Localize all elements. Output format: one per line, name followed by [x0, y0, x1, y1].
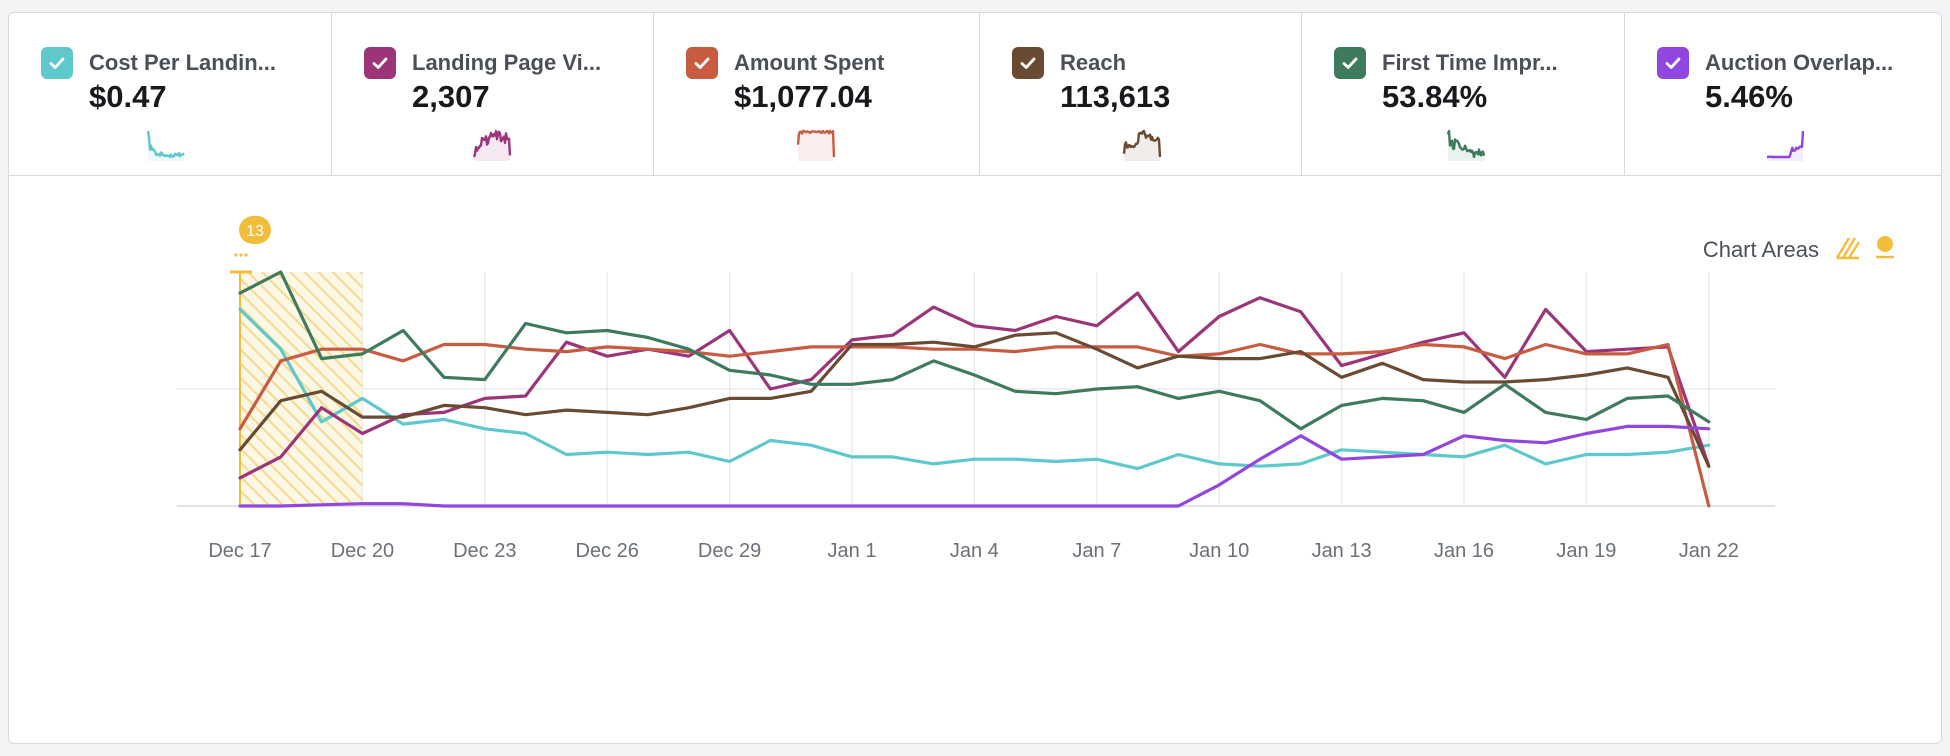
metric-checkbox[interactable]	[364, 47, 396, 79]
x-tick-label: Jan 19	[1556, 540, 1616, 562]
metric-checkbox[interactable]	[41, 47, 73, 79]
metric-card-reach[interactable]: Reach 113,613	[980, 13, 1302, 175]
metric-card-amount-spent[interactable]: Amount Spent $1,077.04	[654, 13, 980, 175]
series-line[interactable]	[238, 424, 1711, 508]
highlight-badge[interactable]: 13	[239, 216, 271, 244]
metric-checkbox[interactable]	[686, 47, 718, 79]
metric-checkbox[interactable]	[1334, 47, 1366, 79]
x-tick-label: Dec 29	[698, 540, 761, 562]
sparkline-auction-overlap	[1766, 130, 1805, 161]
metric-value: 2,307	[412, 79, 490, 114]
metric-value: $1,077.04	[734, 79, 872, 114]
metric-value: 53.84%	[1382, 79, 1488, 114]
series-landing-page-vi[interactable]	[238, 291, 1711, 480]
x-tick-label: Jan 13	[1312, 540, 1372, 562]
sparkline-landing-page-vi	[472, 129, 512, 161]
series-line[interactable]	[238, 291, 1711, 480]
series-amount-spent[interactable]	[238, 342, 1711, 508]
metric-label: Amount Spent	[734, 50, 885, 75]
x-tick-label: Dec 26	[576, 540, 639, 562]
chart-areas-toggle[interactable]: Chart Areas	[1703, 234, 1897, 266]
highlight-dots	[239, 253, 243, 257]
metric-value: 5.46%	[1705, 79, 1793, 114]
metric-label: Auction Overlap...	[1705, 50, 1894, 75]
metric-card-first-time-impr[interactable]: First Time Impr... 53.84%	[1302, 13, 1625, 175]
checkmark-icon	[372, 57, 388, 69]
x-tick-label: Jan 22	[1679, 540, 1739, 562]
checkmark-icon	[694, 57, 710, 69]
highlight-badge-count: 13	[246, 223, 264, 240]
sparkline-cost-per-landin	[146, 130, 185, 161]
highlight-area[interactable]	[240, 272, 363, 506]
x-tick-label: Jan 7	[1072, 540, 1121, 562]
series-first-time-impr[interactable]	[238, 270, 1711, 431]
series-line[interactable]	[238, 270, 1711, 431]
sparkline-reach	[1122, 129, 1162, 161]
checkmark-icon	[49, 57, 65, 69]
line-chart[interactable]: Dec 17 Dec 20 Dec 23 Dec 26 Dec 29 Jan 1 Jan 4…	[9, 176, 1942, 744]
metrics-row: Cost Per Landin... $0.47 Landing Page Vi..…	[9, 13, 1941, 176]
series-line[interactable]	[238, 342, 1711, 508]
series-line[interactable]	[238, 307, 1711, 471]
metric-label: Cost Per Landin...	[89, 50, 277, 75]
checkmark-icon	[1020, 57, 1036, 69]
series-auction-overlap[interactable]	[238, 424, 1711, 508]
series-line[interactable]	[238, 331, 1711, 468]
x-tick-label: Jan 1	[828, 540, 877, 562]
x-tick-label: Jan 10	[1189, 540, 1249, 562]
chart-area: Chart Areas Dec 17 Dec 20 Dec 23 Dec 26 Dec …	[9, 176, 1942, 744]
highlight-dots	[234, 253, 238, 257]
x-tick-label: Jan 4	[950, 540, 999, 562]
sparkline-first-time-impr	[1446, 129, 1486, 161]
series-cost-per-landin[interactable]	[238, 307, 1711, 471]
x-axis: Dec 17 Dec 20 Dec 23 Dec 26 Dec 29 Jan 1 Jan 4…	[208, 540, 1739, 562]
checkmark-icon	[1342, 57, 1358, 69]
hatch-area-icon[interactable]	[1835, 234, 1861, 266]
x-tick-label: Dec 23	[453, 540, 516, 562]
x-tick-label: Jan 16	[1434, 540, 1494, 562]
metric-label: First Time Impr...	[1382, 50, 1558, 75]
metric-card-auction-overlap[interactable]: Auction Overlap... 5.46%	[1625, 13, 1941, 175]
pin-icon[interactable]	[1873, 234, 1897, 266]
metric-card-cost-per-landin[interactable]: Cost Per Landin... $0.47	[9, 13, 332, 175]
x-tick-label: Dec 17	[208, 540, 271, 562]
checkmark-icon	[1665, 57, 1681, 69]
metric-value: 113,613	[1060, 79, 1171, 114]
x-tick-label: Dec 20	[331, 540, 394, 562]
metric-card-landing-page-vi[interactable]: Landing Page Vi... 2,307	[332, 13, 654, 175]
metric-checkbox[interactable]	[1012, 47, 1044, 79]
sparkline-amount-spent	[796, 129, 836, 161]
metric-checkbox[interactable]	[1657, 47, 1689, 79]
chart-areas-label: Chart Areas	[1702, 237, 1819, 262]
metric-label: Reach	[1060, 50, 1127, 75]
series-reach[interactable]	[238, 331, 1711, 468]
metric-label: Landing Page Vi...	[412, 50, 602, 75]
metric-value: $0.47	[89, 79, 167, 114]
highlight-dots	[244, 253, 248, 257]
dashboard-panel: Cost Per Landin... $0.47 Landing Page Vi..…	[8, 12, 1942, 744]
